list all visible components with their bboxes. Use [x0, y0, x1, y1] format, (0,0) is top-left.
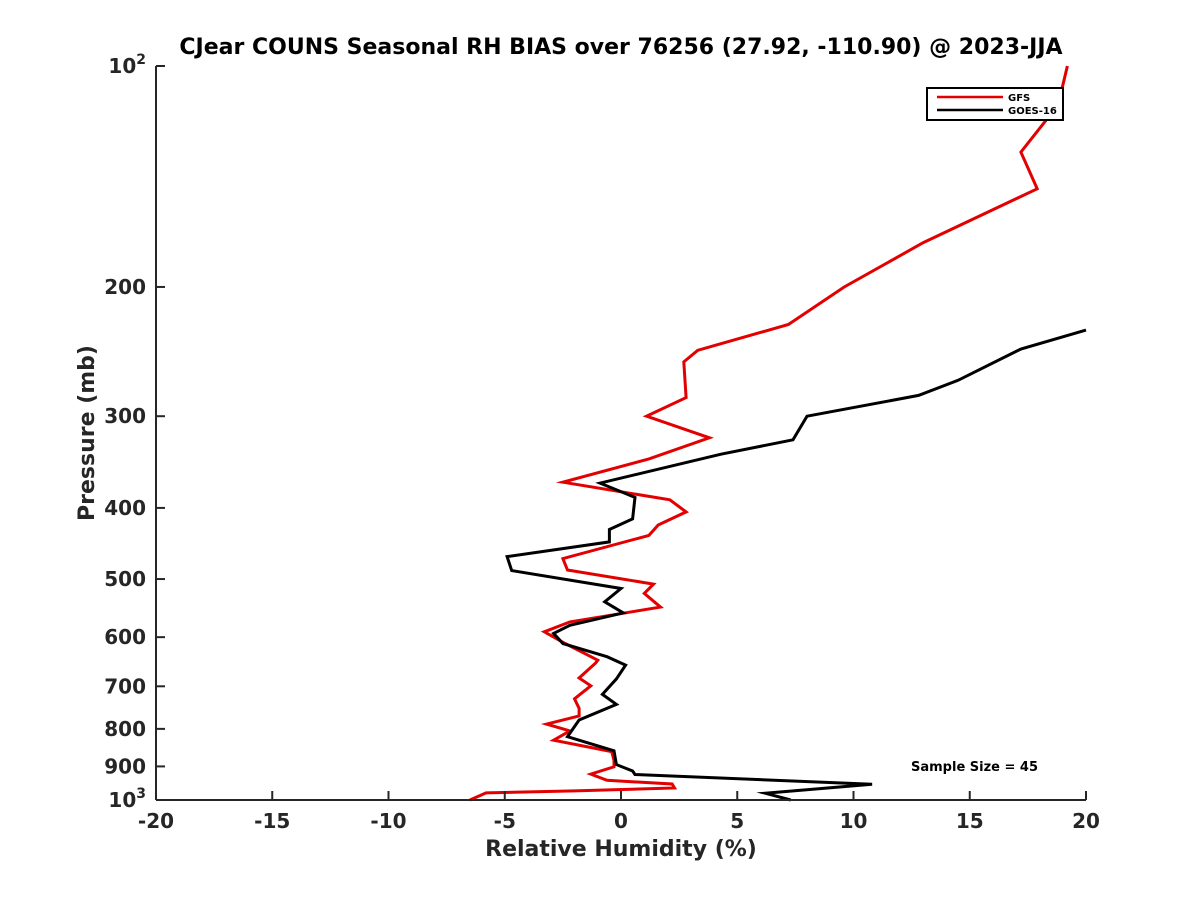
tick-labels: -20 -15 -10 -5 0 5 10 15 20 102 200 300 400 500 600 700…	[104, 52, 1100, 833]
x-tick-label: 10	[840, 809, 868, 833]
y-tick-label: 200	[104, 275, 146, 299]
y-tick-label: 400	[104, 496, 146, 520]
chart-title: CJear COUNS Seasonal RH BIAS over 76256 …	[179, 35, 1062, 60]
sample-size-annotation: Sample Size = 45	[911, 760, 1038, 775]
series-layer	[469, 65, 1087, 802]
x-tick-label: 0	[614, 809, 628, 833]
legend: GFS GOES-16	[926, 87, 1064, 121]
x-tick-label: -10	[370, 809, 406, 833]
axes-layer	[155, 65, 1087, 801]
y-tick-label: 700	[104, 674, 146, 698]
x-axis-label: Relative Humidity (%)	[485, 837, 757, 862]
y-axis-label: Pressure (mb)	[75, 345, 100, 521]
y-tick-label: 900	[104, 754, 146, 778]
x-tick-label: -15	[254, 809, 290, 833]
series-line-goes-16	[505, 328, 1087, 802]
y-tick-label: 800	[104, 717, 146, 741]
y-tick-label: 102	[108, 52, 146, 78]
x-tick-label: -5	[494, 809, 516, 833]
x-tick-label: -20	[138, 809, 174, 833]
x-tick-label: 5	[730, 809, 744, 833]
x-tick-label: 20	[1072, 809, 1100, 833]
x-tick-label: 15	[956, 809, 984, 833]
y-tick-label: 600	[104, 625, 146, 649]
legend-label-gfs: GFS	[1008, 93, 1030, 104]
y-tick-label: 500	[104, 567, 146, 591]
y-tick-label: 103	[108, 786, 146, 812]
y-tick-label: 300	[104, 404, 146, 428]
legend-box	[926, 87, 1064, 121]
legend-label-goes-16: GOES-16	[1008, 106, 1057, 117]
